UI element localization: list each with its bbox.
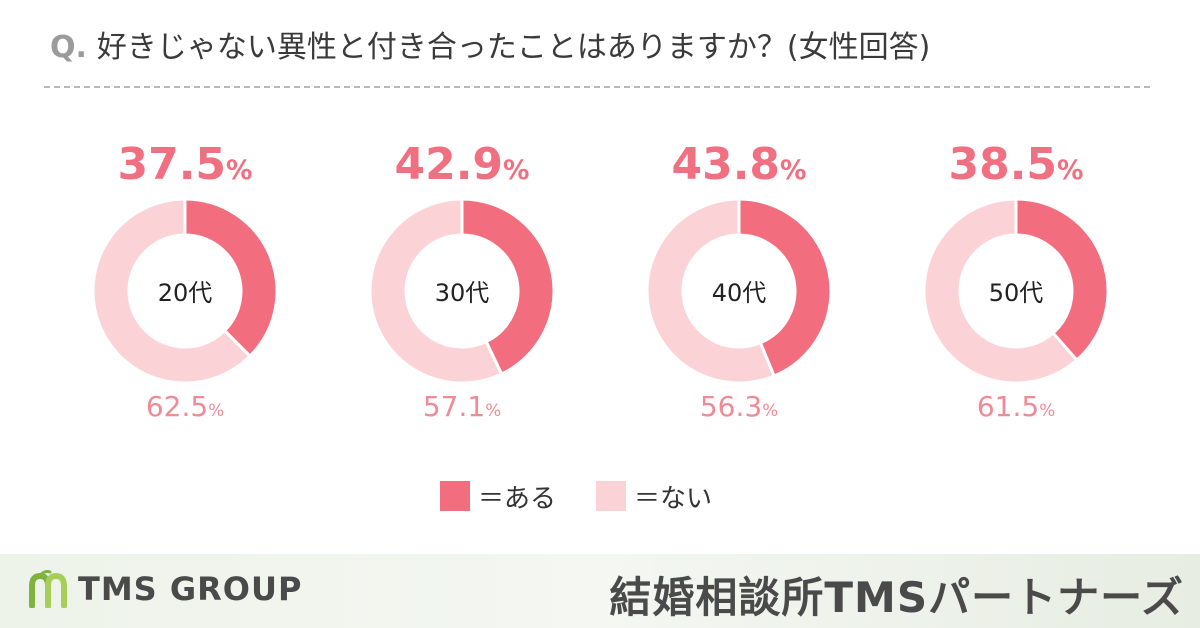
donut-ring bbox=[370, 199, 554, 383]
chart-legend: ＝ある ＝ない bbox=[440, 478, 712, 514]
slice-yes bbox=[183, 199, 277, 359]
legend-label-no: ＝ない bbox=[634, 483, 713, 514]
slice-yes bbox=[460, 199, 554, 376]
donut-chart-40s: 43.8% 40代 56.3% bbox=[629, 135, 849, 435]
footer-bar: TMS GROUP 結婚相談所TMSパートナーズ bbox=[0, 554, 1200, 628]
slice-no bbox=[370, 199, 504, 383]
legend-item-yes: ＝ある bbox=[440, 478, 556, 515]
donut-chart-50s: 38.5% 50代 61.5% bbox=[906, 135, 1126, 435]
yes-percent-label: 42.9% bbox=[394, 139, 530, 190]
legend-swatch-yes bbox=[440, 481, 470, 511]
donut-ring bbox=[647, 199, 831, 383]
slice-no bbox=[924, 199, 1079, 383]
question-text: 好きじゃない異性と付き合ったことはありますか？(女性回答) bbox=[96, 30, 931, 65]
donut-chart-20s: 37.5% 20代 62.5% bbox=[75, 135, 295, 435]
no-percent-label: 62.5% bbox=[145, 390, 225, 423]
no-percent-label: 56.3% bbox=[699, 390, 779, 423]
no-percent-label: 57.1% bbox=[422, 390, 502, 423]
slice-no bbox=[647, 199, 777, 383]
brand-name: 結婚相談所TMSパートナーズ bbox=[609, 573, 1184, 622]
yes-percent-label: 43.8% bbox=[671, 139, 807, 190]
title-divider bbox=[44, 86, 1150, 88]
slice-no bbox=[93, 199, 253, 383]
age-group-label: 50代 bbox=[988, 279, 1044, 307]
question-title: Q. 好きじゃない異性と付き合ったことはありますか？(女性回答) bbox=[50, 22, 930, 66]
donut-chart-30s: 42.9% 30代 57.1% bbox=[352, 135, 572, 435]
legend-swatch-no bbox=[596, 481, 627, 511]
tms-leaf-logo-icon bbox=[29, 570, 67, 608]
age-group-label: 20代 bbox=[157, 279, 213, 307]
donut-ring bbox=[93, 199, 277, 383]
slice-yes bbox=[1014, 199, 1108, 363]
legend-item-no: ＝ない bbox=[596, 478, 712, 515]
no-percent-label: 61.5% bbox=[976, 390, 1056, 423]
legend-label-yes: ＝ある bbox=[478, 483, 557, 514]
yes-percent-label: 38.5% bbox=[948, 139, 1084, 190]
donut-ring bbox=[924, 199, 1108, 383]
yes-percent-label: 37.5% bbox=[117, 139, 253, 190]
age-group-label: 30代 bbox=[434, 279, 490, 307]
tms-group-logo: TMS GROUP bbox=[28, 570, 302, 608]
logo-text: TMS GROUP bbox=[78, 570, 303, 608]
question-prefix: Q. bbox=[50, 30, 87, 65]
age-group-label: 40代 bbox=[711, 279, 767, 307]
slice-yes bbox=[737, 199, 831, 378]
